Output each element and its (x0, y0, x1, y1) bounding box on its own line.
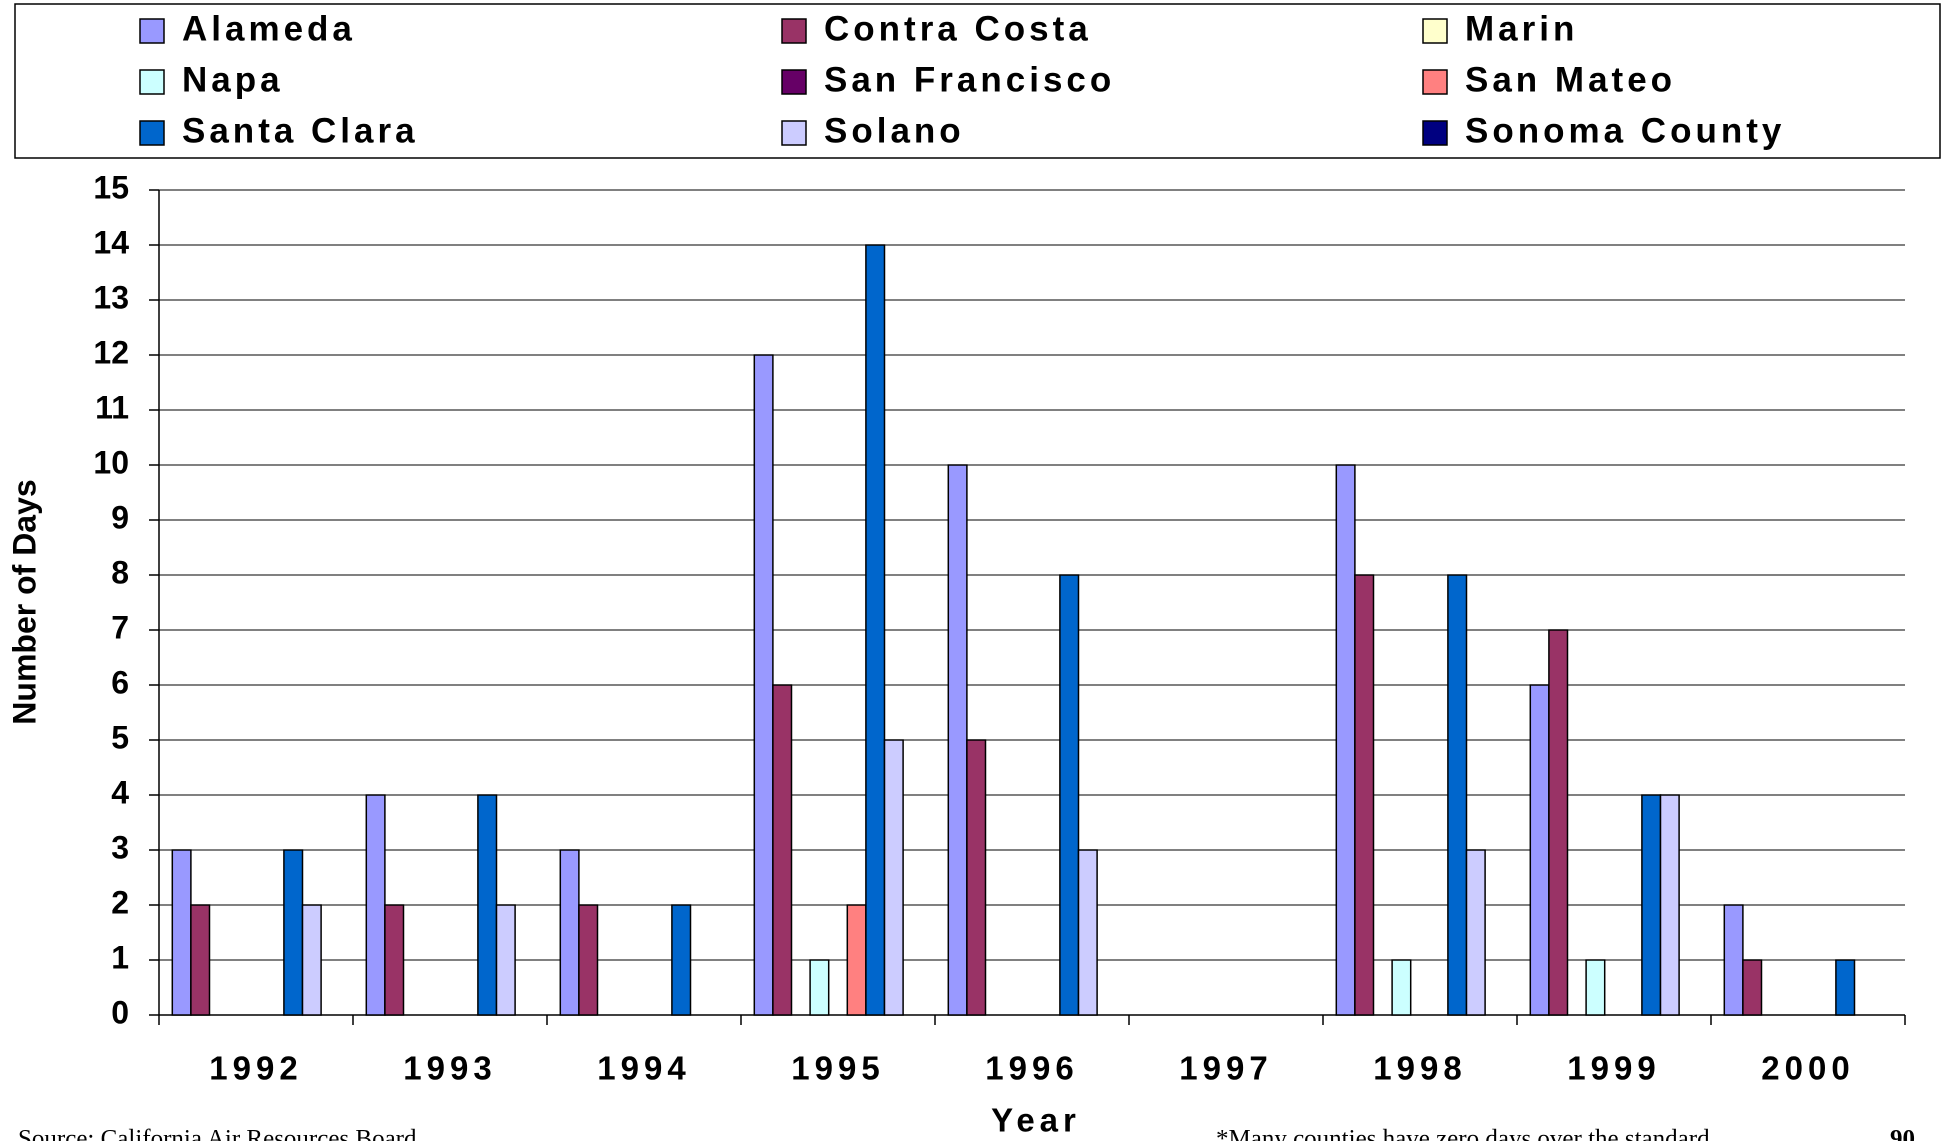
bar (283, 849, 304, 1016)
bar (1835, 959, 1856, 1016)
bar (1391, 959, 1412, 1016)
y-tick-label: 10 (93, 444, 129, 480)
bar (772, 684, 793, 1016)
x-tick-label: 1995 (791, 1050, 884, 1087)
legend-label: Contra Costa (824, 9, 1092, 48)
x-tick-label: 1996 (985, 1050, 1078, 1087)
footnote: *Many counties have zero days over the s… (1216, 1126, 1710, 1141)
y-tick-label: 11 (95, 389, 129, 425)
bar (1723, 904, 1744, 1016)
y-tick-label: 15 (93, 169, 129, 205)
y-tick-label: 2 (111, 884, 129, 920)
bar (1335, 464, 1356, 1016)
y-tick-label: 9 (111, 499, 129, 535)
y-tick-label: 8 (111, 554, 129, 590)
bar (190, 904, 211, 1016)
page-number: 90 (1890, 1126, 1915, 1141)
bar (947, 464, 968, 1016)
legend-swatch (139, 120, 165, 146)
bar (171, 849, 192, 1016)
x-tick-label: 1994 (597, 1050, 690, 1087)
legend-swatch (1422, 120, 1448, 146)
y-tick-label: 1 (111, 939, 129, 975)
x-tick-label: 2000 (1761, 1050, 1854, 1087)
bar (865, 244, 886, 1016)
bar (384, 904, 405, 1016)
y-tick-label: 6 (111, 664, 129, 700)
x-tick-label: 1992 (209, 1050, 302, 1087)
y-tick-label: 3 (111, 829, 129, 865)
source-note: Source: California Air Resources Board (18, 1126, 417, 1141)
y-tick-label: 13 (93, 279, 129, 315)
bar (1585, 959, 1606, 1016)
x-tick-label: 1997 (1179, 1050, 1272, 1087)
bar (578, 904, 599, 1016)
legend-swatch (139, 69, 165, 95)
legend-swatch (1422, 18, 1448, 44)
bar (477, 794, 498, 1016)
legend-label: San Mateo (1465, 60, 1676, 99)
y-tick-label: 14 (93, 224, 129, 260)
bar (1548, 629, 1569, 1016)
legend-label: Solano (824, 111, 965, 150)
bar (671, 904, 692, 1016)
y-tick-label: 4 (111, 774, 129, 810)
x-tick-label: 1998 (1373, 1050, 1466, 1087)
bar (365, 794, 386, 1016)
x-tick-label: 1999 (1567, 1050, 1660, 1087)
bar (1447, 574, 1468, 1016)
bar (846, 904, 867, 1016)
bar (1465, 849, 1486, 1016)
legend-label: Marin (1465, 9, 1578, 48)
bar (1077, 849, 1098, 1016)
x-tick-label: 1993 (403, 1050, 496, 1087)
y-tick-label: 7 (111, 609, 129, 645)
y-axis-title: Number of Days (6, 479, 42, 724)
bar (966, 739, 987, 1016)
legend-label: Sonoma County (1465, 111, 1785, 150)
bar (301, 904, 322, 1016)
legend-label: Santa Clara (182, 111, 419, 150)
legend-label: San Francisco (824, 60, 1115, 99)
legend-swatch (139, 18, 165, 44)
legend-swatch (781, 18, 807, 44)
y-tick-label: 5 (111, 719, 129, 755)
bar (883, 739, 904, 1016)
y-tick-label: 0 (111, 994, 129, 1030)
bar (1354, 574, 1375, 1016)
legend-swatch (781, 69, 807, 95)
bar (753, 354, 774, 1016)
legend-label: Alameda (182, 9, 356, 48)
legend-box (14, 3, 1941, 159)
bar (495, 904, 516, 1016)
legend-swatch (1422, 69, 1448, 95)
bar (1641, 794, 1662, 1016)
bar (809, 959, 830, 1016)
bar (559, 849, 580, 1016)
bar (1659, 794, 1680, 1016)
y-tick-label: 12 (93, 334, 129, 370)
bar (1742, 959, 1763, 1016)
bar (1529, 684, 1550, 1016)
bar (1059, 574, 1080, 1016)
x-axis-title: Year (991, 1102, 1081, 1139)
legend-swatch (781, 120, 807, 146)
legend-label: Napa (182, 60, 284, 99)
